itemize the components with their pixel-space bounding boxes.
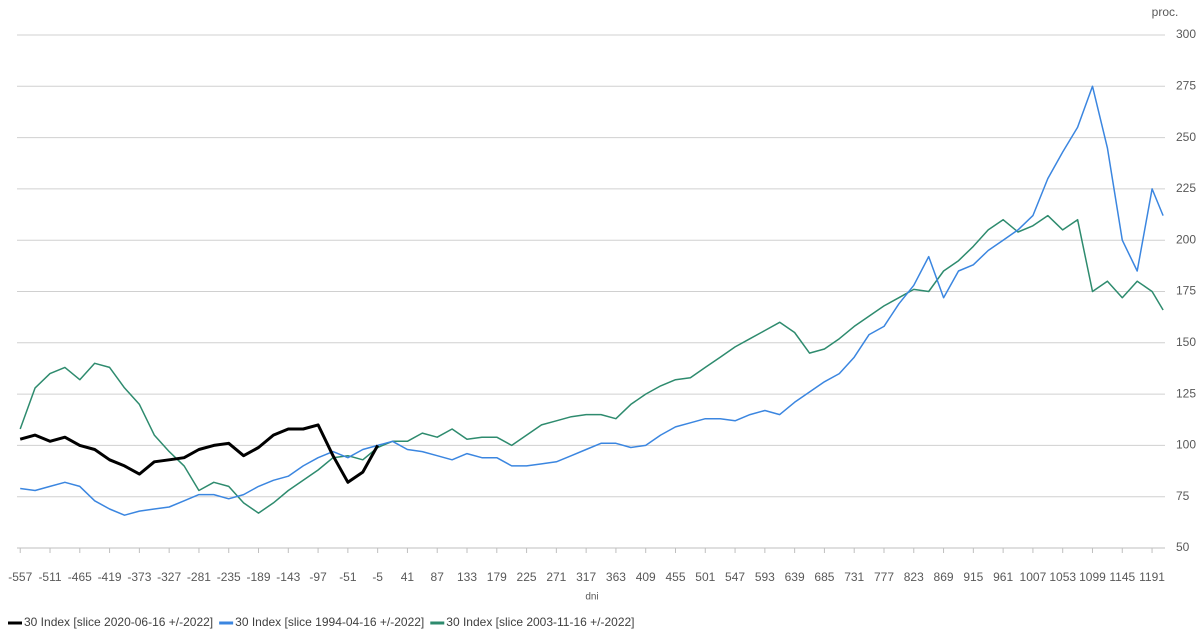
x-tick-label: 823 xyxy=(904,570,924,584)
x-tick-label: -97 xyxy=(309,570,327,584)
x-tick-label: 409 xyxy=(636,570,656,584)
y-axis-label: proc. xyxy=(1152,5,1179,19)
x-tick-label: 1053 xyxy=(1049,570,1076,584)
y-tick-label: 300 xyxy=(1176,27,1196,41)
x-tick-label: 363 xyxy=(606,570,626,584)
x-tick-label: 547 xyxy=(725,570,745,584)
legend-label: 30 Index [slice 2003-11-16 +/-2022] xyxy=(446,615,634,629)
series-line xyxy=(20,85,1164,516)
x-tick-label: 271 xyxy=(546,570,566,584)
x-tick-label: 731 xyxy=(844,570,864,584)
x-tick-label: 1145 xyxy=(1109,570,1135,584)
y-tick-label: 200 xyxy=(1176,232,1196,246)
x-tick-label: -511 xyxy=(38,570,61,584)
y-tick-label: 225 xyxy=(1176,181,1196,195)
x-tick-label: 41 xyxy=(401,570,415,584)
y-tick-label: 150 xyxy=(1176,335,1196,349)
x-tick-label: 179 xyxy=(487,570,507,584)
x-tick-label: -373 xyxy=(127,570,151,584)
x-tick-label: 225 xyxy=(517,570,537,584)
x-tick-label: 915 xyxy=(963,570,983,584)
x-tick-label: 1007 xyxy=(1020,570,1047,584)
y-tick-label: 250 xyxy=(1176,130,1196,144)
y-tick-label: 50 xyxy=(1176,540,1190,554)
x-tick-label: -143 xyxy=(276,570,300,584)
x-axis-label: dni xyxy=(585,592,598,603)
x-tick-label: -51 xyxy=(339,570,357,584)
x-tick-label: 1191 xyxy=(1139,570,1165,584)
x-tick-label: -281 xyxy=(187,570,211,584)
x-tick-label: -557 xyxy=(8,570,32,584)
y-tick-label: 100 xyxy=(1176,438,1196,452)
x-tick-label: 87 xyxy=(431,570,445,584)
y-tick-label: 75 xyxy=(1176,489,1190,503)
x-tick-label: 961 xyxy=(993,570,1013,584)
x-tick-label: 455 xyxy=(665,570,685,584)
x-tick-label: -419 xyxy=(98,570,122,584)
legend-label: 30 Index [slice 2020-06-16 +/-2022] xyxy=(24,615,213,629)
series-line xyxy=(19,423,380,484)
x-tick-label: 777 xyxy=(874,570,894,584)
x-tick-label: 593 xyxy=(755,570,775,584)
x-tick-label: -5 xyxy=(372,570,383,584)
x-tick-label: 639 xyxy=(785,570,805,584)
x-tick-label: 869 xyxy=(934,570,954,584)
x-tick-label: 685 xyxy=(814,570,834,584)
x-tick-label: -465 xyxy=(68,570,92,584)
series-line xyxy=(19,214,1164,514)
x-tick-label: -189 xyxy=(246,570,270,584)
x-tick-label: 501 xyxy=(695,570,715,584)
y-tick-label: 175 xyxy=(1176,284,1196,298)
x-tick-label: 133 xyxy=(457,570,477,584)
legend-label: 30 Index [slice 1994-04-16 +/-2022] xyxy=(235,615,424,629)
y-tick-label: 275 xyxy=(1176,78,1196,92)
x-tick-label: 317 xyxy=(576,570,596,584)
x-tick-label: 1099 xyxy=(1079,570,1106,584)
x-tick-label: -327 xyxy=(157,570,181,584)
y-tick-label: 125 xyxy=(1176,386,1196,400)
x-tick-label: -235 xyxy=(217,570,241,584)
